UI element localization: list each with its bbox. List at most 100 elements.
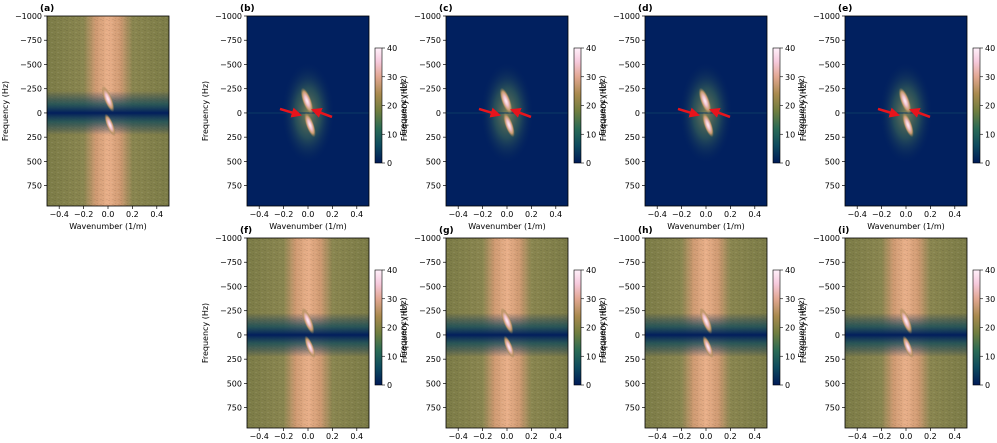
y-tick-label: −1000 <box>813 12 840 21</box>
y-tick-label: −250 <box>419 307 441 316</box>
x-tick-label: −0.2 <box>473 210 492 219</box>
y-tick-label: −250 <box>618 85 640 94</box>
y-tick-label: 500 <box>825 379 840 388</box>
y-tick-label: 500 <box>625 157 640 166</box>
colorbar-tick-label: 10 <box>785 130 795 139</box>
y-tick-label: 750 <box>625 182 640 191</box>
x-tick-label: −0.4 <box>847 210 866 219</box>
y-tick-label: −1000 <box>414 12 441 21</box>
y-tick-label: −500 <box>618 60 640 69</box>
colorbar-tick-label: 40 <box>387 44 397 53</box>
annotation-arrows <box>279 107 333 119</box>
colorbar-tick-label: 0 <box>586 381 591 390</box>
y-axis-label: Frequency (Hz) <box>400 81 409 141</box>
y-tick-label: 0 <box>835 331 840 340</box>
x-tick-label: −0.4 <box>249 210 268 219</box>
y-tick-label: 250 <box>227 355 242 364</box>
y-tick-label: 750 <box>227 182 242 191</box>
x-tick-label: 0.0 <box>900 432 913 441</box>
colorbar: 0 10 20 30 40 Frequency (Hz) <box>573 266 607 390</box>
colorbar-label: Frequency (Hz) <box>797 297 806 357</box>
y-tick-label: −250 <box>618 307 640 316</box>
y-tick-label: 0 <box>37 109 42 118</box>
panel-f: −0.4 −0.2 0.0 0.2 0.4 −1000 −750 −500 −250 0 250 50… <box>201 226 408 441</box>
y-tick-label: −500 <box>419 60 441 69</box>
colorbar-tick-label: 0 <box>785 381 790 390</box>
colorbar-tick-label: 30 <box>985 73 995 82</box>
left-arrow <box>279 107 302 118</box>
colorbar-tick-label: 30 <box>387 73 397 82</box>
x-tick-label: −0.2 <box>274 432 293 441</box>
y-tick-label: −1000 <box>15 12 42 21</box>
colorbar-label: Frequency (Hz) <box>598 297 607 357</box>
x-tick-label: 0.4 <box>748 210 761 219</box>
x-tick-label: 0.4 <box>948 432 961 441</box>
x-tick-label: −0.4 <box>847 432 866 441</box>
panel-i: −0.4 −0.2 0.0 0.2 0.4 −1000 −750 −500 −250 0 250 50… <box>799 226 995 441</box>
panel-label: (c) <box>439 4 453 14</box>
left-arrow <box>677 107 700 118</box>
x-axis-label: Wavenumber (1/m) <box>667 222 745 231</box>
panel-h: −0.4 −0.2 0.0 0.2 0.4 −1000 −750 −500 −250 0 250 50… <box>599 226 806 441</box>
x-tick-label: 0.2 <box>724 210 737 219</box>
y-tick-label: 750 <box>426 404 441 413</box>
colorbar-tick-label: 20 <box>387 102 397 111</box>
y-tick-label: −500 <box>20 60 42 69</box>
colorbar-tick-label: 40 <box>785 44 795 53</box>
y-tick-label: 250 <box>625 355 640 364</box>
y-tick-label: 250 <box>825 133 840 142</box>
y-tick-label: −1000 <box>813 234 840 243</box>
x-tick-label: 0.4 <box>549 432 562 441</box>
x-tick-label: −0.4 <box>249 432 268 441</box>
colorbar-tick-label: 0 <box>387 381 392 390</box>
colorbar-tick-label: 10 <box>985 352 995 361</box>
right-arrow <box>709 107 731 119</box>
x-tick-label: 0.0 <box>900 210 913 219</box>
colorbar-tick-label: 30 <box>785 295 795 304</box>
y-tick-label: −500 <box>818 282 840 291</box>
colorbar-tick-label: 40 <box>985 266 995 275</box>
heatmap-image <box>247 16 369 206</box>
y-tick-label: 0 <box>835 109 840 118</box>
x-tick-label: 0.4 <box>350 210 363 219</box>
y-tick-label: 750 <box>825 182 840 191</box>
y-tick-label: −750 <box>220 36 242 45</box>
colorbar-tick-label: 30 <box>586 295 596 304</box>
x-tick-label: 0.0 <box>700 210 713 219</box>
heatmap-image <box>247 238 369 428</box>
heatmap-image <box>446 16 568 206</box>
y-axis-label: Frequency (Hz) <box>799 303 808 363</box>
x-axis-label: Wavenumber (1/m) <box>269 222 347 231</box>
panel-label: (a) <box>40 4 54 14</box>
x-tick-label: 0.0 <box>302 432 315 441</box>
y-tick-label: −750 <box>419 258 441 267</box>
x-tick-label: 0.2 <box>126 210 139 219</box>
y-tick-label: 0 <box>237 109 242 118</box>
right-arrow <box>909 107 931 119</box>
y-tick-label: −750 <box>20 36 42 45</box>
y-tick-label: −500 <box>220 282 242 291</box>
panel-c: −0.4 −0.2 0.0 0.2 0.4 −1000 −750 −500 −250 0 250 50… <box>400 4 607 231</box>
y-tick-label: −250 <box>220 307 242 316</box>
y-tick-label: 500 <box>426 157 441 166</box>
heatmap-image <box>845 238 967 428</box>
x-tick-label: 0.0 <box>501 432 514 441</box>
y-tick-label: −250 <box>818 307 840 316</box>
y-tick-label: −750 <box>419 36 441 45</box>
colorbar-tick-label: 20 <box>785 324 795 333</box>
y-tick-label: −250 <box>419 85 441 94</box>
y-tick-label: −750 <box>618 36 640 45</box>
y-tick-label: 500 <box>27 157 42 166</box>
y-axis-label: Frequency (Hz) <box>599 303 608 363</box>
x-tick-label: −0.2 <box>872 210 891 219</box>
y-tick-label: 750 <box>227 404 242 413</box>
colorbar-tick-label: 10 <box>387 130 397 139</box>
y-axis-label: Frequency (Hz) <box>201 81 210 141</box>
right-arrow <box>510 107 532 119</box>
y-tick-label: 500 <box>625 379 640 388</box>
y-tick-label: −750 <box>818 36 840 45</box>
heatmap-image <box>645 16 767 206</box>
heatmap-image <box>446 238 568 428</box>
x-tick-label: −0.2 <box>274 210 293 219</box>
